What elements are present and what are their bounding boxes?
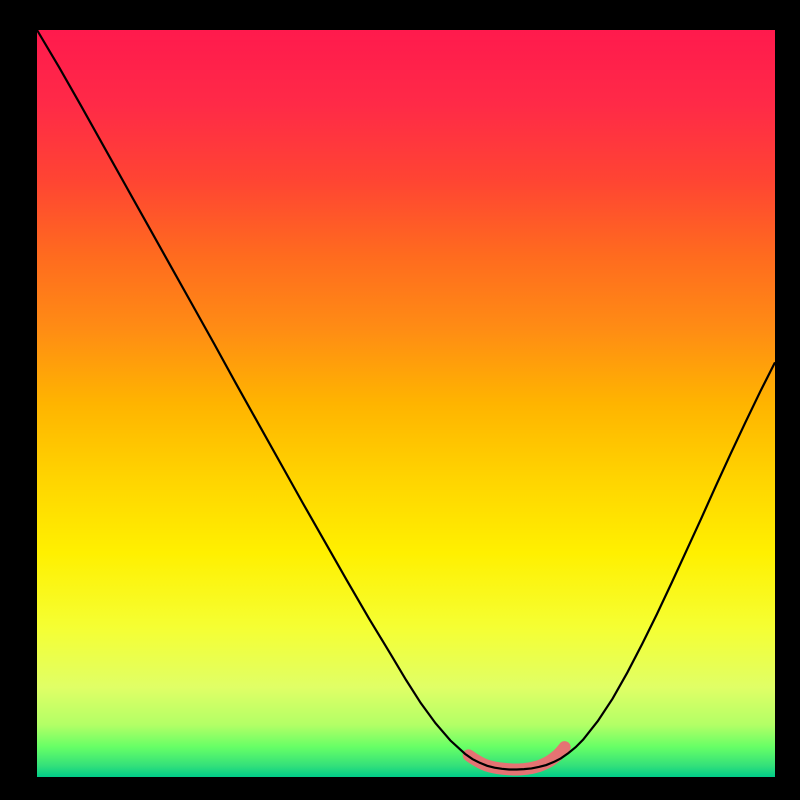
plot-background <box>37 30 775 777</box>
bottleneck-chart <box>0 0 800 800</box>
chart-stage: TheBottleneck.com <box>0 0 800 800</box>
